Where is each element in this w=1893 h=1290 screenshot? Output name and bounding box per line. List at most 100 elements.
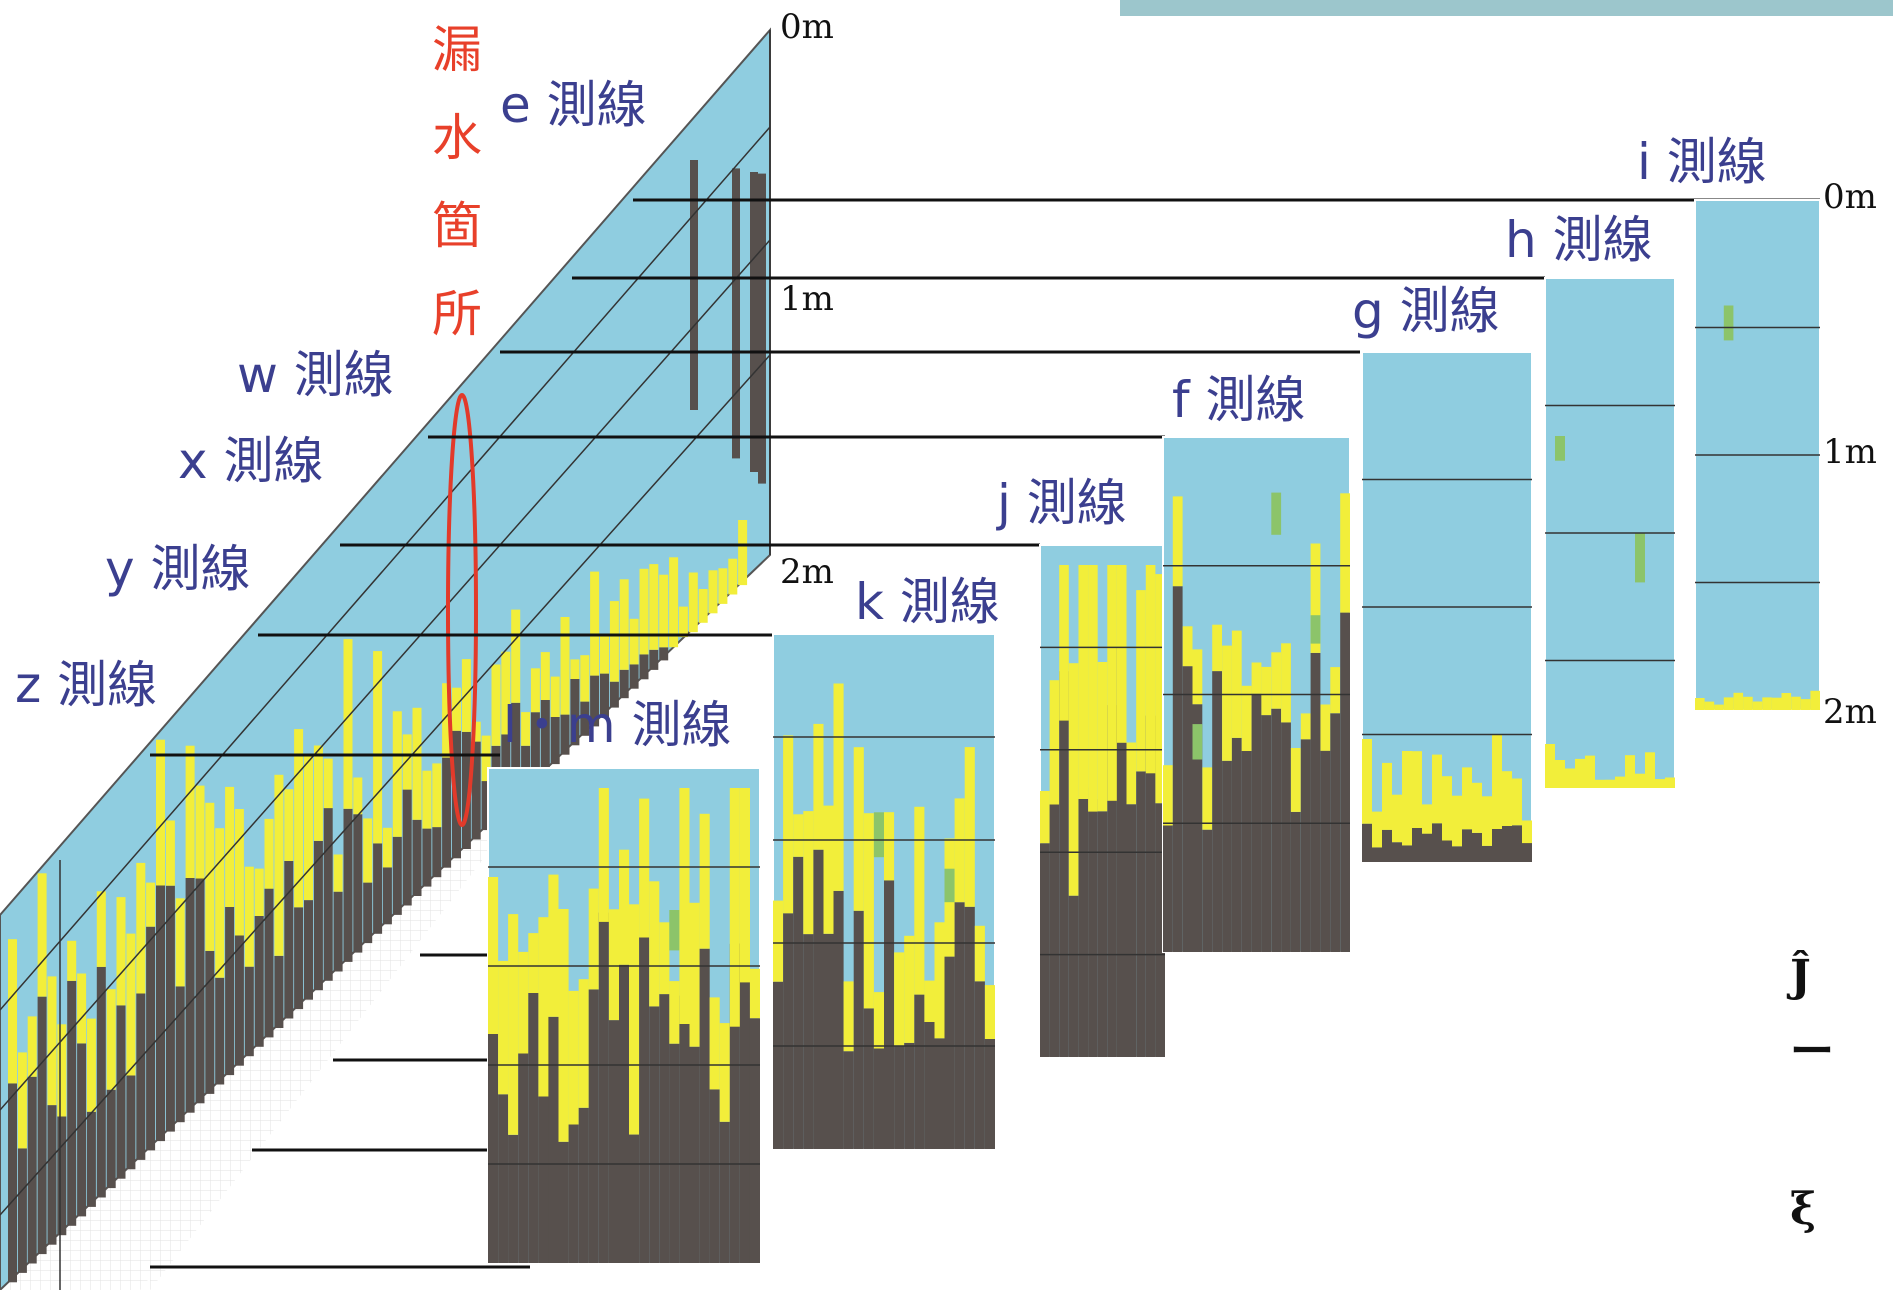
section-panel-h [1544,277,1676,789]
moisture-column [934,922,945,1039]
wall-cavity-column [550,717,560,765]
wall-cavity-column [225,907,235,1076]
wall-moisture-column [570,659,580,679]
label-z-line: z 測線 [15,656,158,714]
moisture-column [1442,776,1452,841]
moisture-column [1402,751,1412,846]
wall-moisture-column [304,755,313,901]
moisture-column [548,874,559,1017]
cavity-column [843,1051,854,1149]
wall-cavity-column [304,900,313,1000]
moisture-column [1645,752,1655,788]
cavity-column [518,1053,529,1263]
cavity-column [1492,829,1502,862]
cavity-column [954,902,965,1149]
wall-cavity-column [333,891,343,972]
wall-cavity-column [57,1116,67,1236]
label-j-line: j 測線 [997,474,1127,532]
moisture-column [568,990,579,1125]
wall-cavity-column [8,1083,17,1283]
cavity-column [944,956,955,1149]
cavity-column [1145,715,1156,1057]
moisture-column [1781,693,1792,710]
wall-moisture-column [669,557,679,648]
label-w-line: w 測線 [237,346,394,404]
label-f-line: f 測線 [1172,371,1306,429]
wall-cavity-column [27,1076,37,1264]
cavity-column [719,1121,730,1263]
moisture-green-block [669,910,680,951]
wall-cavity-column [17,1148,27,1273]
wall-cavity-column [136,993,146,1160]
cavity-column [1068,895,1079,1057]
depth-label-left-0m: 0m [780,7,834,47]
cavity-column [924,1022,935,1149]
wall-moisture-column [57,1024,67,1117]
wall-cavity-column [422,828,432,887]
cavity-column [894,1045,905,1149]
wall-cavity-column [481,781,491,830]
cavity-column [1330,713,1341,952]
wall-cavity-column [96,966,106,1198]
cavity-column [1192,704,1203,952]
moisture-column [1522,820,1532,844]
wall-cavity-spike [758,173,766,484]
cavity-column [679,995,690,1263]
moisture-column [1126,742,1137,805]
cavity-column [1482,845,1492,862]
wall-moisture-column [165,820,175,886]
wall-moisture-column [106,989,116,1090]
wall-moisture-column [323,758,333,809]
depth-label-right-0m: 0m [1823,177,1877,217]
moisture-column [629,904,640,1135]
wall-cavity-column [234,935,244,1066]
moisture-column [1545,744,1555,788]
wall-cavity-column [570,679,580,746]
wall-moisture-column [215,828,225,978]
moisture-column [1340,493,1350,613]
cavity-column [659,994,670,1263]
cavity-column [783,913,794,1149]
cavity-column [1271,708,1282,952]
moisture-column [588,888,599,990]
cavity-column [813,849,824,1149]
cavity-column [619,964,630,1263]
depth-label-right-2m: 2m [1823,692,1877,732]
cavity-column [1202,829,1213,952]
moisture-column [1172,496,1183,587]
leak-label-char-4: 所 [432,285,482,343]
wall-cavity-column [86,1111,96,1207]
moisture-column [1372,811,1382,848]
cavity-column [1422,833,1432,862]
wall-moisture-column [294,729,304,908]
wall-cavity-spike [750,172,758,472]
section-panel-lm [487,767,761,1264]
cavity-column [649,1006,660,1263]
moisture-column [884,812,895,881]
wall-moisture-column [175,898,185,987]
moisture-column [803,811,814,935]
cavity-column [1078,787,1089,1057]
wall-cavity-column [629,664,639,689]
wall-moisture-column [738,520,748,586]
cavity-column [914,994,925,1149]
moisture-column [1575,758,1585,788]
wall-moisture-column [136,862,146,994]
wall-moisture-column [678,606,688,638]
wall-cavity-column [106,1089,116,1189]
moisture-column [518,951,529,1054]
cavity-column [669,1043,680,1263]
cavity-column [823,933,834,1149]
moisture-column [649,881,660,1007]
cavity-column [1382,829,1392,862]
moisture-column [1136,590,1146,772]
wall-moisture-column [86,1018,96,1112]
moisture-column [1743,696,1753,710]
moisture-column [853,747,864,911]
depth-label-left-1m: 1m [780,279,834,319]
wall-moisture-column [67,940,77,981]
moisture-column [1059,565,1069,721]
cavity-column [1097,811,1108,1057]
wall-moisture-column [442,683,452,758]
